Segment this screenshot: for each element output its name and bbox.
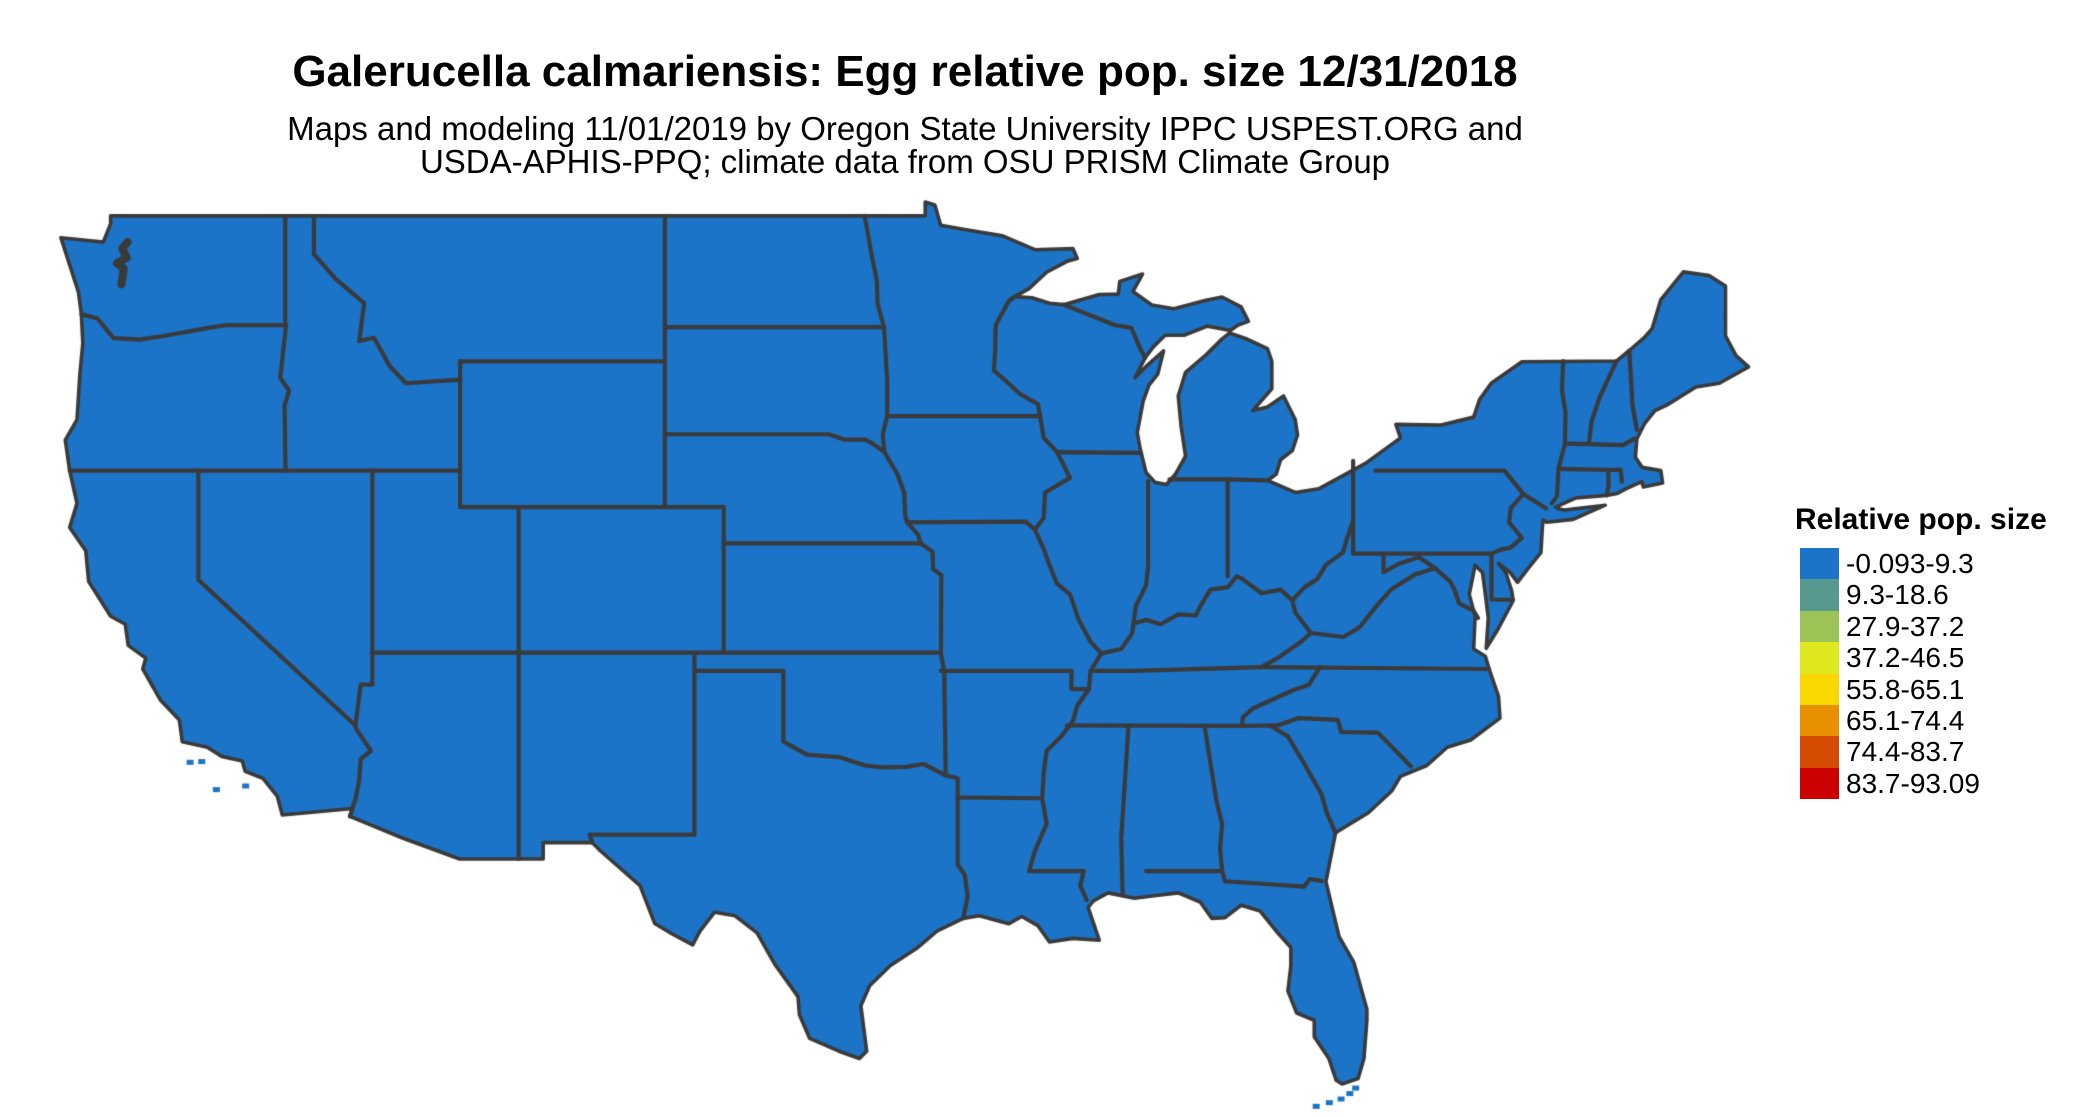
legend-row: 74.4-83.7 — [1800, 736, 1980, 768]
legend-swatch — [1800, 579, 1839, 611]
map-subtitle: Maps and modeling 11/01/2019 by Oregon S… — [0, 112, 1810, 178]
legend-title: Relative pop. size — [1795, 503, 2047, 536]
legend-row: 27.9-37.2 — [1800, 610, 1980, 643]
legend-row: 83.7-93.09 — [1800, 767, 1980, 800]
legend-swatch — [1800, 610, 1839, 643]
legend-label: 74.4-83.7 — [1846, 736, 1965, 768]
legend-row: 9.3-18.6 — [1800, 579, 1980, 611]
legend-label: 9.3-18.6 — [1846, 579, 1949, 611]
subtitle-line-1: Maps and modeling 11/01/2019 by Oregon S… — [287, 110, 1523, 147]
subtitle-line-2: USDA-APHIS-PPQ; climate data from OSU PR… — [419, 143, 1391, 180]
legend-swatch — [1800, 704, 1839, 737]
legend-swatch — [1800, 642, 1839, 674]
legend-swatch — [1800, 736, 1839, 768]
legend-label: 37.2-46.5 — [1846, 642, 1965, 674]
legend-swatch — [1800, 767, 1839, 800]
legend-label: -0.093-9.3 — [1846, 548, 1974, 579]
legend: Relative pop. size -0.093-9.3 9.3-18.6 27.… — [1795, 503, 2047, 800]
legend-rows: -0.093-9.3 9.3-18.6 27.9-37.2 37.2-46.5 55.8… — [1800, 548, 1980, 800]
map-title: Galerucella calmariensis: Egg relative p… — [292, 47, 1518, 96]
legend-row: 65.1-74.4 — [1800, 704, 1980, 737]
legend-row: 37.2-46.5 — [1800, 642, 1980, 674]
legend-row: -0.093-9.3 — [1800, 548, 1980, 580]
legend-swatch — [1800, 673, 1839, 705]
legend-label: 55.8-65.1 — [1846, 673, 1965, 705]
legend-label: 65.1-74.4 — [1846, 704, 1965, 736]
legend-swatch — [1800, 548, 1839, 580]
legend-label: 83.7-93.09 — [1846, 767, 1980, 799]
legend-row: 55.8-65.1 — [1800, 673, 1980, 705]
legend-label: 27.9-37.2 — [1846, 610, 1965, 642]
